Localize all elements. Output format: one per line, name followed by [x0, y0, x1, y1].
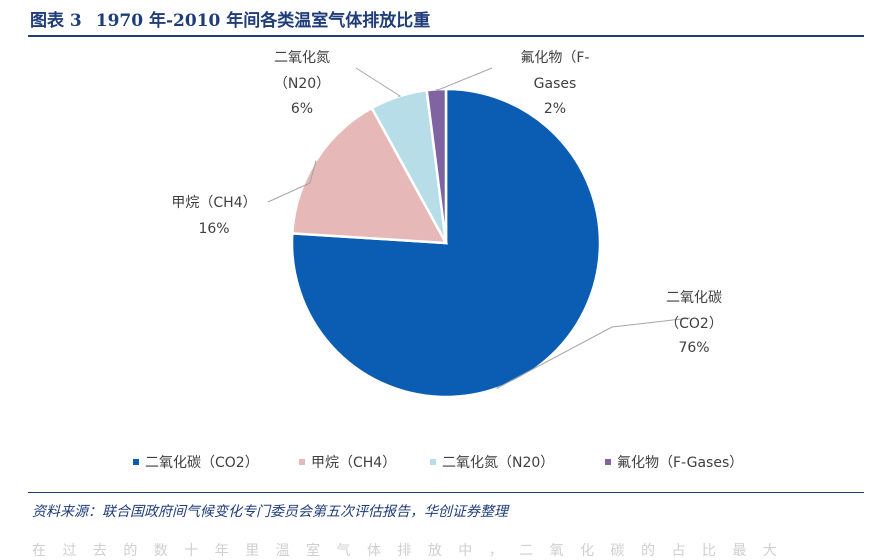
- data-label-name-3: 氟化物（F-: [520, 50, 589, 66]
- legend-item-0: 二氧化碳（CO2）: [133, 455, 259, 471]
- data-label-formula-2: （N20）: [274, 76, 330, 92]
- legend-label-0: 二氧化碳（CO2）: [145, 455, 259, 471]
- leader-line-2: [355, 67, 402, 97]
- source-rule: [28, 492, 864, 493]
- legend-item-3: 氟化物（F-Gases）: [605, 455, 743, 471]
- data-label-legend-1: 甲烷（CH4）: [171, 195, 256, 211]
- legend-label-3: 氟化物（F-Gases）: [617, 455, 743, 471]
- data-label-pct-3: 2%: [544, 101, 566, 117]
- legend-swatch-0: [133, 459, 139, 465]
- data-label-name-0: 二氧化碳: [666, 290, 722, 306]
- legend-label-2: 二氧化氮（N20）: [442, 455, 554, 471]
- data-label-pct-1: 16%: [198, 221, 229, 237]
- pie-slice-0: [290, 87, 602, 399]
- legend-item-2: 二氧化氮（N20）: [430, 455, 554, 471]
- leader-line-3: [436, 67, 493, 91]
- legend-swatch-3: [605, 459, 611, 465]
- data-label-pct-0: 76%: [678, 340, 709, 356]
- source-note: 资料来源：联合国政府间气候变化专门委员会第五次评估报告，华创证券整理: [32, 504, 508, 520]
- cut-off-body-text: 在 过 去 的 数 十 年 里 温 室 气 体 排 放 中 ， 二 氧 化 碳 …: [32, 543, 783, 559]
- legend-label-1: 甲烷（CH4）: [311, 455, 396, 471]
- legend-swatch-2: [430, 459, 436, 465]
- leader-line-0: [496, 317, 691, 389]
- data-label-pct-2: 6%: [291, 101, 313, 117]
- leader-line-1: [267, 160, 317, 203]
- data-label-formula-0: （CO2）: [665, 316, 723, 332]
- figure-title-text: 1970 年-2010 年间各类温室气体排放比重: [95, 11, 431, 31]
- data-label-formula-3: Gases: [534, 76, 577, 92]
- title-rule: [28, 35, 864, 37]
- legend-swatch-1: [299, 459, 305, 465]
- figure-number: 图表 3: [30, 11, 82, 31]
- data-label-name-2: 二氧化氮: [274, 50, 330, 66]
- legend-item-1: 甲烷（CH4）: [299, 455, 396, 471]
- figure-title: 图表 3 1970 年-2010 年间各类温室气体排放比重: [30, 6, 430, 31]
